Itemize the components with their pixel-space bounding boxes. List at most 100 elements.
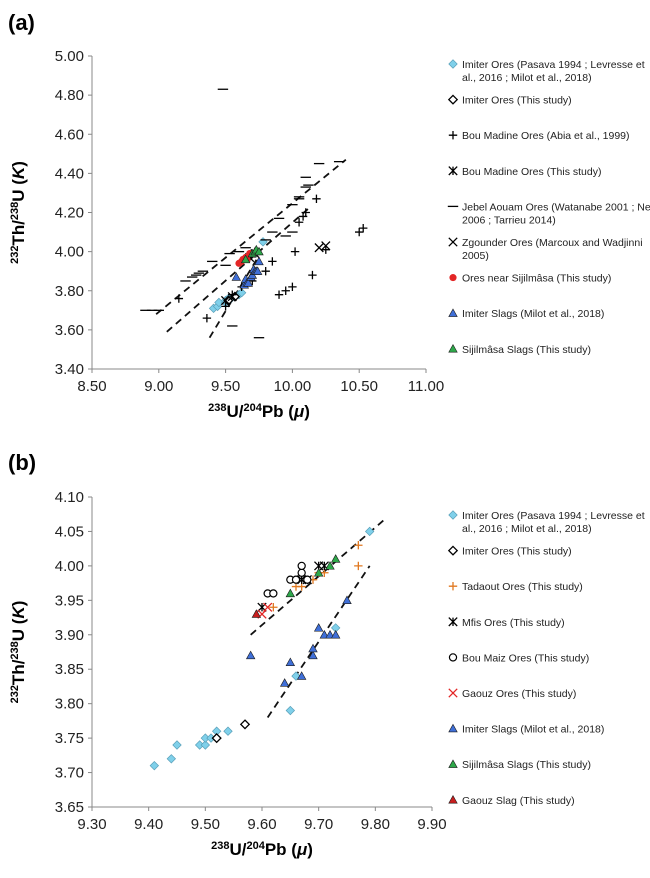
- data-point: [263, 602, 273, 612]
- y-tick-label: 3.65: [55, 799, 84, 816]
- y-tick-label: 4.80: [55, 87, 84, 104]
- legend-entry: Imiter Ores (This study): [447, 545, 572, 558]
- y-axis-label: 232Th/238U (K): [9, 161, 28, 264]
- x-tick-label: 9.80: [361, 816, 390, 833]
- data-point: [330, 554, 341, 563]
- data-point: [354, 541, 363, 550]
- data-point: [245, 650, 256, 660]
- legend-label: Imiter Ores (Pasava 1994 ; Levresse et al…: [462, 510, 645, 535]
- y-tick-label: 3.85: [55, 661, 84, 678]
- y-tick-label: 3.80: [55, 283, 84, 300]
- data-point: [321, 241, 331, 251]
- data-point: [227, 291, 237, 302]
- y-tick-label: 3.95: [55, 592, 84, 609]
- y-tick-label: 4.60: [55, 126, 84, 143]
- legend-label: Imiter Ores (Pasava 1994 ; Levresse et al…: [462, 59, 645, 84]
- data-point: [314, 243, 324, 253]
- y-tick-label: 5.00: [55, 48, 84, 65]
- data-point: [321, 245, 330, 254]
- data-point: [308, 643, 318, 653]
- legend-entry: Imiter Ores (Pasava 1994 ; Levresse et al…: [448, 59, 645, 84]
- data-point: [172, 740, 182, 750]
- data-point: [269, 589, 278, 598]
- x-tick-label: 9.90: [417, 816, 446, 833]
- trend-line: [166, 207, 310, 333]
- data-point: [297, 568, 306, 577]
- legend-entry: Gaouz Slag (This study): [448, 795, 575, 807]
- data-point: [290, 247, 300, 256]
- legend-label: Bou Madine Ores (Abia et al., 1999): [462, 130, 630, 142]
- data-point: [281, 286, 290, 295]
- chart-panel-a: (a) 3.40 3.60 3.80 4.00 4.20 4.40 4.60 4.80 5.00 8…: [8, 10, 650, 421]
- y-tick-label: 3.90: [55, 627, 84, 644]
- data-point: [330, 629, 341, 639]
- chart-panel-b: (b) 3.65 3.70 3.75 3.80 3.85 3.90 3.95 4.00 4.05 4…: [8, 450, 645, 859]
- x-tick-label: 10.50: [340, 378, 378, 395]
- y-tick-label: 3.80: [55, 696, 84, 713]
- legend-entry: Gaouz Ores (This study): [448, 688, 576, 700]
- x-tick-label: 11.00: [408, 378, 444, 395]
- data-point: [261, 266, 270, 276]
- data-point: [296, 671, 307, 680]
- legend-entry: Bou Madine Ores (Abia et al., 1999): [448, 130, 630, 142]
- y-tick-label: 4.00: [55, 558, 84, 575]
- x-axis-label: 238U/204Pb (μ): [208, 402, 310, 421]
- data-point: [251, 609, 262, 618]
- legend-entry: Bou Maiz Ores (This study): [448, 652, 589, 664]
- legend-entry: Imiter Ores (Pasava 1994 ; Levresse et al…: [448, 510, 645, 535]
- legend-label: Sijilmâsa Slags (This study): [462, 759, 591, 771]
- data-point: [312, 194, 321, 204]
- y-tick-label: 4.10: [55, 489, 84, 506]
- y-tick-label: 4.40: [55, 165, 84, 182]
- legend-label: Ores near Sijilmâsa (This study): [462, 273, 611, 285]
- x-tick-label: 9.50: [211, 378, 240, 395]
- data-point: [269, 603, 278, 612]
- data-point: [355, 227, 364, 237]
- legend-label: Imiter Ores (This study): [462, 546, 572, 558]
- data-point: [149, 760, 160, 771]
- x-tick-label: 9.70: [304, 816, 333, 833]
- data-point: [240, 254, 251, 264]
- legend-label: Sijilmâsa Slags (This study): [462, 344, 591, 356]
- legend-label: Bou Maiz Ores (This study): [462, 652, 589, 664]
- legend-entry: Bou Madine Ores (This study): [448, 166, 601, 178]
- x-tick-label: 10.00: [274, 378, 312, 395]
- data-point: [303, 575, 312, 584]
- legend-entry: Imiter Ores (This study): [447, 94, 572, 107]
- legend-entry: Sijilmâsa Slags (This study): [448, 344, 591, 356]
- y-tick-label: 3.70: [55, 765, 84, 782]
- legend-label: Zgounder Ores (Marcoux and Wadjinni 2005): [462, 237, 643, 262]
- x-tick-label: 9.00: [144, 378, 173, 395]
- legend-label: Imiter Ores (This study): [462, 95, 572, 107]
- data-point: [239, 719, 251, 730]
- x-tick-label: 9.30: [77, 816, 106, 833]
- data-point: [325, 629, 335, 639]
- data-point: [252, 266, 263, 275]
- data-point: [313, 567, 324, 577]
- legend-entry: Imiter Slags (Milot et al., 2018): [448, 308, 604, 320]
- data-point: [285, 705, 296, 716]
- legend-entry: Jebel Aouam Ores (Watanabe 2001 ; Nerci 2…: [447, 201, 650, 226]
- legend-label: Gaouz Ores (This study): [462, 688, 576, 700]
- legend-entry: Sijilmâsa Slags (This study): [448, 759, 591, 771]
- y-axis-label: 232Th/238U (K): [9, 601, 28, 704]
- data-point: [220, 295, 231, 306]
- data-point: [221, 302, 230, 311]
- legend-label: Mfis Ores (This study): [462, 617, 565, 629]
- legend-label: Imiter Slags (Milot et al., 2018): [462, 724, 604, 736]
- legend-label: Gaouz Slag (This study): [462, 795, 575, 807]
- trend-line: [155, 158, 347, 315]
- data-point: [202, 313, 212, 323]
- data-point: [254, 246, 264, 256]
- legend-label: Bou Madine Ores (This study): [462, 166, 601, 178]
- panel-label: (b): [8, 450, 36, 475]
- legend-entry: Ores near Sijilmâsa (This study): [449, 273, 611, 285]
- data-point: [308, 270, 317, 280]
- data-point: [291, 671, 301, 681]
- data-point: [319, 629, 330, 639]
- data-point: [243, 278, 254, 287]
- legend-label: Tadaout Ores (This study): [462, 581, 583, 593]
- data-point: [223, 726, 233, 736]
- x-tick-label: 9.50: [191, 816, 220, 833]
